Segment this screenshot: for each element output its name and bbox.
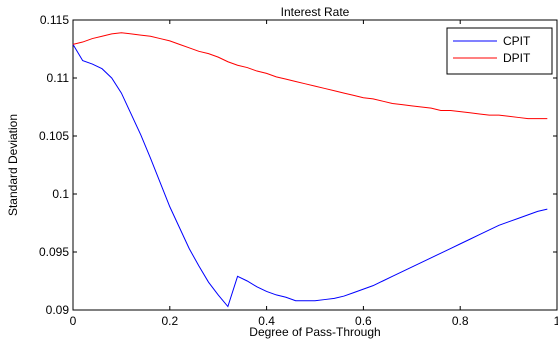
legend-label-cpit: CPIT (503, 34, 531, 48)
series-layer (72, 32, 548, 308)
legend-box (446, 27, 553, 75)
x-tick-label: 0 (70, 314, 77, 328)
x-tick-label: 0.8 (452, 314, 469, 328)
x-tick-label: 0.4 (258, 314, 275, 328)
legend: CPIT DPIT (446, 27, 553, 75)
y-axis-label: Standard Deviation (6, 114, 20, 216)
y-tick-label: 0.09 (46, 303, 70, 317)
y-tick-label: 0.115 (40, 13, 69, 27)
y-tick-label: 0.095 (39, 245, 69, 259)
series-line-cpit (72, 44, 548, 308)
y-tick-label: 0.105 (39, 129, 69, 143)
x-axis-label: Degree of Pass-Through (249, 325, 380, 339)
x-tick-label: 1 (554, 314, 558, 328)
y-tick-label: 0.11 (47, 71, 70, 85)
x-tick-label: 0.6 (355, 314, 372, 328)
chart-title: Interest Rate (281, 5, 350, 19)
tick-layer: 0 0.2 0.4 0.6 0.8 1 0.09 0.095 0.1 0.105 0.11 0.115 (39, 13, 558, 328)
x-tick-label: 0.2 (161, 314, 178, 328)
y-tick-label: 0.1 (52, 187, 69, 201)
legend-label-dpit: DPIT (503, 51, 531, 65)
series-line-dpit (72, 32, 548, 120)
